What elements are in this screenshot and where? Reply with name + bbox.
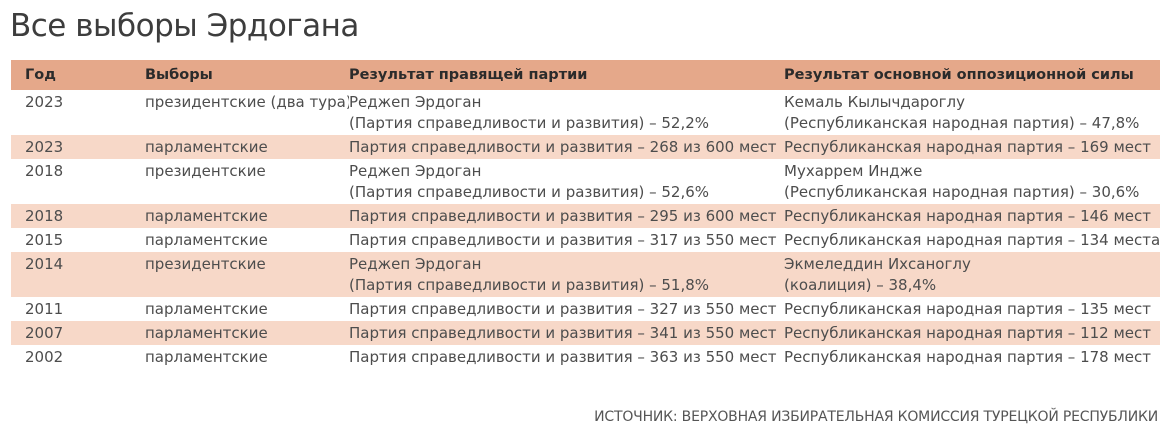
opposition-result-cell-line: Республиканская народная партия – 134 ме…	[784, 231, 1160, 249]
header-year: Год	[11, 60, 131, 90]
opposition-result-cell-line: Республиканская народная партия – 146 ме…	[784, 207, 1151, 225]
year-cell: 2023	[11, 135, 131, 159]
table-row: 2002 парламентские Партия справедливости и…	[11, 345, 1160, 369]
opposition-result-cell: Республиканская народная партия – 112 ме…	[784, 321, 1160, 345]
election-type-cell: парламентские	[145, 231, 268, 249]
table-header: Год Выборы Результат правящей партии Рез…	[11, 60, 1160, 90]
ruling-result-cell-line: (Партия справедливости и развития) – 52,…	[349, 114, 710, 132]
opposition-result-cell-line: Республиканская народная партия – 178 ме…	[784, 348, 1151, 366]
opposition-result-cell: Республиканская народная партия – 178 ме…	[784, 345, 1160, 369]
source-note: ИСТОЧНИК: ВЕРХОВНАЯ ИЗБИРАТЕЛЬНАЯ КОМИСС…	[594, 409, 1158, 425]
ruling-result-cell-line: Реджеп Эрдоган	[349, 255, 482, 273]
opposition-result-cell-line: (Республиканская народная партия) – 47,8…	[784, 114, 1140, 132]
opposition-result-cell: Кемаль Кылычдароглу (Республиканская наро…	[784, 90, 1160, 135]
table-row: 2007 парламентские Партия справедливости и…	[11, 321, 1160, 345]
year-cell: 2018	[25, 162, 64, 180]
table-row: 2018 президентские Реджеп Эрдоган (Партия с…	[11, 159, 1160, 204]
opposition-result-cell: Республиканская народная партия – 146 ме…	[784, 204, 1160, 228]
ruling-result-cell-line: Партия справедливости и развития – 268 и…	[349, 138, 777, 156]
opposition-result-cell-line: Кемаль Кылычдароглу	[784, 93, 965, 111]
table-row: 2015 парламентские Партия справедливости и…	[11, 228, 1160, 252]
table-row: 2018 парламентские Партия справедливости и…	[11, 204, 1160, 228]
opposition-result-cell-line: Республиканская народная партия – 169 ме…	[784, 138, 1151, 156]
opposition-result-cell: Экмеледдин Ихсаноглу (коалиция) – 38,4%	[784, 252, 1160, 297]
ruling-result-cell-line: Реджеп Эрдоган	[349, 93, 482, 111]
opposition-result-cell-line: (коалиция) – 38,4%	[784, 276, 937, 294]
ruling-result-cell: Партия справедливости и развития – 341 и…	[349, 321, 784, 345]
election-type-cell: президентские	[131, 252, 349, 297]
year-cell: 2011	[25, 300, 64, 318]
year-cell: 2014	[11, 252, 131, 297]
ruling-result-cell-line: Партия справедливости и развития – 341 и…	[349, 324, 777, 342]
year-cell: 2015	[25, 231, 64, 249]
ruling-result-cell: Партия справедливости и развития – 327 и…	[349, 297, 784, 321]
header-ruling-result: Результат правящей партии	[349, 60, 784, 90]
header-row: Год Выборы Результат правящей партии Рез…	[11, 60, 1160, 90]
opposition-result-cell-line: Мухаррем Индже	[784, 162, 923, 180]
ruling-result-cell-line: Партия справедливости и развития – 363 и…	[349, 348, 777, 366]
page-title: Все выборы Эрдогана	[10, 8, 359, 44]
opposition-result-cell-line: (Республиканская народная партия) – 30,6…	[784, 183, 1140, 201]
opposition-result-cell: Республиканская народная партия – 134 ме…	[784, 228, 1160, 252]
ruling-result-cell: Партия справедливости и развития – 363 и…	[349, 345, 784, 369]
year-cell: 2007	[11, 321, 131, 345]
ruling-result-cell-line: Партия справедливости и развития – 295 и…	[349, 207, 777, 225]
ruling-result-cell: Реджеп Эрдоган (Партия справедливости и р…	[349, 159, 784, 204]
year-cell: 2018	[11, 204, 131, 228]
year-cell: 2023	[25, 93, 64, 111]
ruling-result-cell: Партия справедливости и развития – 268 и…	[349, 135, 784, 159]
opposition-result-cell-line: Республиканская народная партия – 112 ме…	[784, 324, 1151, 342]
election-type-cell: парламентские	[131, 204, 349, 228]
ruling-result-cell-line: Реджеп Эрдоган	[349, 162, 482, 180]
header-election: Выборы	[131, 60, 349, 90]
ruling-result-cell: Реджеп Эрдоган (Партия справедливости и р…	[349, 90, 784, 135]
opposition-result-cell-line: Экмеледдин Ихсаноглу	[784, 255, 971, 273]
ruling-result-cell-line: Партия справедливости и развития – 327 и…	[349, 300, 777, 318]
ruling-result-cell-line: (Партия справедливости и развития) – 51,…	[349, 276, 710, 294]
table-row: 2023 парламентские Партия справедливости и…	[11, 135, 1160, 159]
ruling-result-cell-line: Партия справедливости и развития – 317 и…	[349, 231, 777, 249]
table-row: 2023 президентские (два тура) Реджеп Эрдог…	[11, 90, 1160, 135]
opposition-result-cell-line: Республиканская народная партия – 135 ме…	[784, 300, 1151, 318]
table-body: 2023 президентские (два тура) Реджеп Эрдог…	[11, 90, 1160, 369]
election-type-cell: парламентские	[131, 135, 349, 159]
ruling-result-cell: Партия справедливости и развития – 317 и…	[349, 228, 784, 252]
table-row: 2014 президентские Реджеп Эрдоган (Партия с…	[11, 252, 1160, 297]
header-opposition-result: Результат основной оппозиционной силы	[784, 60, 1160, 90]
election-type-cell: президентские	[145, 162, 266, 180]
elections-table: Год Выборы Результат правящей партии Рез…	[11, 60, 1160, 369]
ruling-result-cell-line: (Партия справедливости и развития) – 52,…	[349, 183, 710, 201]
year-cell: 2002	[25, 348, 64, 366]
opposition-result-cell: Мухаррем Индже (Республиканская народная …	[784, 159, 1160, 204]
table-row: 2011 парламентские Партия справедливости и…	[11, 297, 1160, 321]
opposition-result-cell: Республиканская народная партия – 135 ме…	[784, 297, 1160, 321]
election-type-cell: парламентские	[131, 321, 349, 345]
ruling-result-cell: Партия справедливости и развития – 295 и…	[349, 204, 784, 228]
ruling-result-cell: Реджеп Эрдоган (Партия справедливости и р…	[349, 252, 784, 297]
election-type-cell: парламентские	[145, 348, 268, 366]
opposition-result-cell: Республиканская народная партия – 169 ме…	[784, 135, 1160, 159]
election-type-cell: парламентские	[145, 300, 268, 318]
election-type-cell: президентские (два тура)	[145, 93, 349, 111]
